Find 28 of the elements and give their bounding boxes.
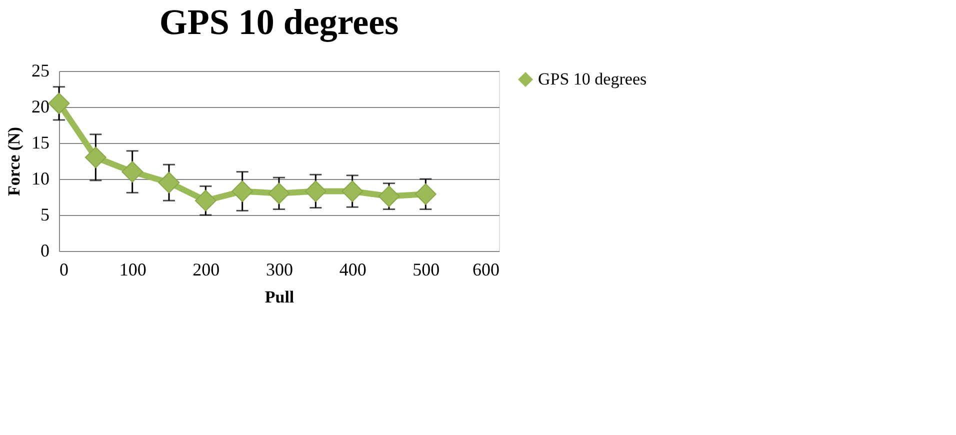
y-tick-label: 5 xyxy=(40,204,50,224)
point xyxy=(342,180,364,202)
y-tick-label: 20 xyxy=(32,96,50,116)
point xyxy=(268,182,290,204)
x-tick-label: 0 xyxy=(60,260,68,280)
point xyxy=(378,186,400,208)
y-tick-label: 25 xyxy=(32,60,50,80)
x-tick-label: 100 xyxy=(119,260,146,280)
y-tick-label: 0 xyxy=(40,240,50,260)
chart-title: GPS 10 degrees xyxy=(159,2,399,42)
y-axis-title: Force (N) xyxy=(4,126,24,196)
x-tick-label: 300 xyxy=(266,260,293,280)
y-tick-label: 10 xyxy=(32,168,50,188)
x-axis-title: Pull xyxy=(264,288,294,306)
x-tick-label: 500 xyxy=(412,260,440,280)
point xyxy=(48,92,70,114)
legend-label: GPS 10 degrees xyxy=(538,70,647,88)
x-tick-label: 400 xyxy=(339,260,366,280)
y-tick-label: 15 xyxy=(32,132,50,152)
point xyxy=(232,180,254,202)
point xyxy=(158,172,180,194)
point xyxy=(304,180,326,202)
point xyxy=(122,161,144,183)
x-tick-label: 200 xyxy=(192,260,220,280)
point xyxy=(194,190,216,212)
point xyxy=(84,146,106,168)
x-tick-label: 600 xyxy=(472,260,500,280)
point xyxy=(414,183,436,205)
